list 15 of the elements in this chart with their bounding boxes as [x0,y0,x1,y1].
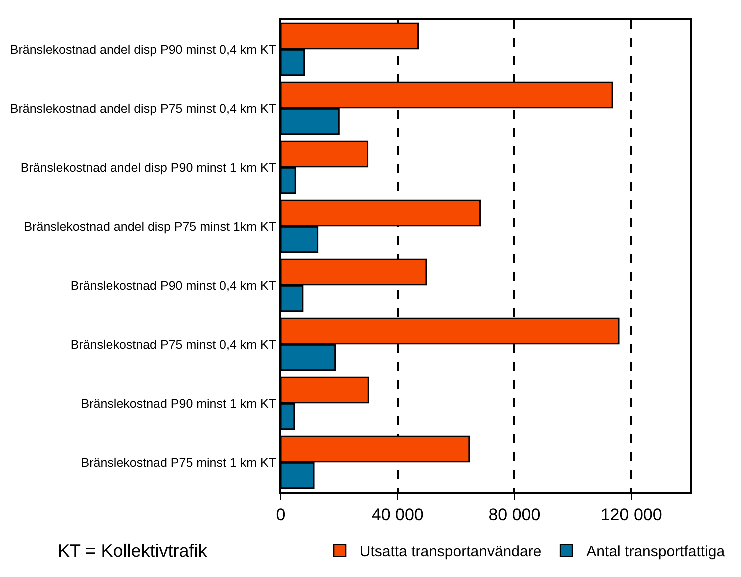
y-tick-label: Bränslekostnad P90 minst 0,4 km KT [70,278,277,293]
y-tick-label: Bränslekostnad andel disp P75 minst 1km KT [24,220,277,234]
y-tick-label: Bränslekostnad andel disp P75 minst 0,4 km KT [10,102,277,116]
x-tick-label: 40 000 [372,505,424,524]
x-tick-label: 80 000 [488,505,541,524]
legend-label: Antal transportfattiga [586,544,726,561]
y-tick-label: Bränslekostnad P90 minst 1 km KT [81,396,277,411]
x-tick-label: 120 000 [600,505,662,524]
legend-label: Utsatta transportanvändare [360,544,542,561]
y-tick-label: Bränslekostnad andel disp P90 minst 0,4 km KT [10,42,277,57]
y-tick-label: Bränslekostnad andel disp P90 minst 1 km KT [20,160,277,175]
y-tick-label: Bränslekostnad P75 minst 1 km KT [81,456,277,470]
text: KT = Kollektivtrafik [58,541,208,561]
x-tick-label: 0 [276,505,286,524]
y-tick-label: Bränslekostnad P75 minst 0,4 km KT [70,338,277,352]
